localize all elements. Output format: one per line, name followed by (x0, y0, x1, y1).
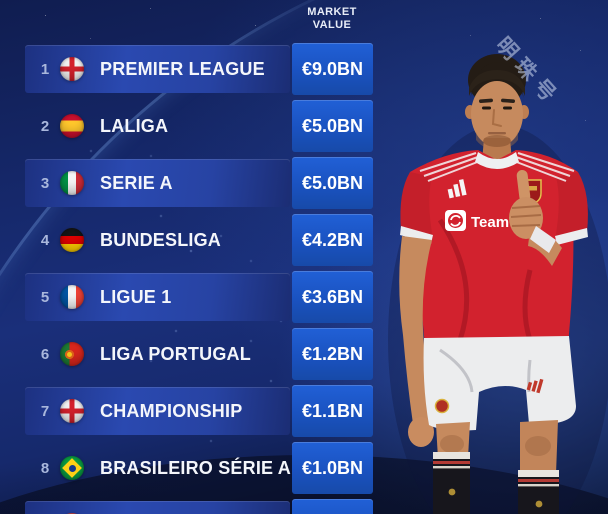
player-head (465, 54, 529, 162)
market-value-text: €1.1BN (301, 400, 364, 421)
market-value-text: €5.0BN (301, 172, 364, 193)
player-legs (436, 420, 558, 474)
rank-number: 7 (40, 402, 50, 420)
table-row: 3 SERIE A €5.0BN (25, 157, 373, 209)
row-bar-background (25, 501, 290, 514)
league-name: BRASILEIRO SÉRIE A (100, 457, 291, 478)
rank-number: 1 (40, 60, 50, 78)
rank-number: 5 (40, 288, 50, 306)
rank-number: 6 (40, 345, 50, 363)
market-value-header: MARKET VALUE (291, 6, 373, 32)
market-value-box: €5.0BN (292, 157, 373, 209)
market-value-box: €1.1BN (292, 385, 373, 437)
market-value-box: €5.0BN (292, 100, 373, 152)
table-row (25, 499, 373, 514)
england-flag-icon (60, 399, 84, 423)
player-shorts (423, 336, 576, 431)
table-row: 5 LIGUE 1 €3.6BN (25, 271, 373, 323)
league-name: SERIE A (100, 172, 173, 193)
market-value-box (292, 499, 373, 514)
spain-flag-icon (60, 114, 84, 138)
market-value-box: €1.0BN (292, 442, 373, 494)
table-row: 6 LIGA PORTUGAL €1.2BN (25, 328, 373, 380)
market-value-text: €9.0BN (301, 58, 364, 79)
market-value-header-line2: VALUE (312, 19, 352, 31)
footballer-image: TeamVi (388, 54, 608, 514)
france-flag-icon (60, 285, 84, 309)
table-row: 4 BUNDESLIGA €4.2BN (25, 214, 373, 266)
rank-number: 4 (40, 231, 50, 249)
league-name: CHAMPIONSHIP (100, 400, 243, 421)
player-right-arm-thumbs-up (509, 170, 562, 266)
england-flag-icon (60, 57, 84, 81)
shorts-adidas-logo (526, 378, 544, 394)
brazil-flag-icon (60, 456, 84, 480)
league-ranking-list: 1 PREMIER LEAGUE €9.0BN 2 LALIGA €5.0BN … (25, 43, 373, 514)
league-name: LALIGA (100, 115, 169, 136)
germany-flag-icon (60, 228, 84, 252)
market-value-text: €3.6BN (301, 286, 364, 307)
league-name: PREMIER LEAGUE (100, 58, 265, 79)
market-value-header-line1: MARKET (307, 6, 357, 18)
table-row: 8 BRASILEIRO SÉRIE A €1.0BN (25, 442, 373, 494)
background-stars (0, 0, 1, 1)
player-socks (433, 452, 559, 514)
table-row: 1 PREMIER LEAGUE €9.0BN (25, 43, 373, 95)
market-value-box: €3.6BN (292, 271, 373, 323)
league-name: LIGA PORTUGAL (100, 343, 251, 364)
adidas-logo (447, 179, 467, 199)
wristband (530, 226, 556, 253)
market-value-box: €4.2BN (292, 214, 373, 266)
table-row: 2 LALIGA €5.0BN (25, 100, 373, 152)
league-name: LIGUE 1 (100, 286, 172, 307)
league-name: BUNDESLIGA (100, 229, 222, 250)
rank-number: 2 (40, 117, 50, 135)
market-value-text: €5.0BN (301, 115, 364, 136)
rank-number: 8 (40, 459, 50, 477)
rank-number: 3 (40, 174, 50, 192)
market-value-box: €1.2BN (292, 328, 373, 380)
market-value-text: €4.2BN (301, 229, 364, 250)
table-row: 7 CHAMPIONSHIP €1.1BN (25, 385, 373, 437)
market-value-text: €1.2BN (301, 343, 364, 364)
portugal-flag-icon (60, 342, 84, 366)
italy-flag-icon (60, 171, 84, 195)
market-value-box: €9.0BN (292, 43, 373, 95)
shorts-crest (434, 398, 450, 414)
market-value-text: €1.0BN (301, 457, 364, 478)
